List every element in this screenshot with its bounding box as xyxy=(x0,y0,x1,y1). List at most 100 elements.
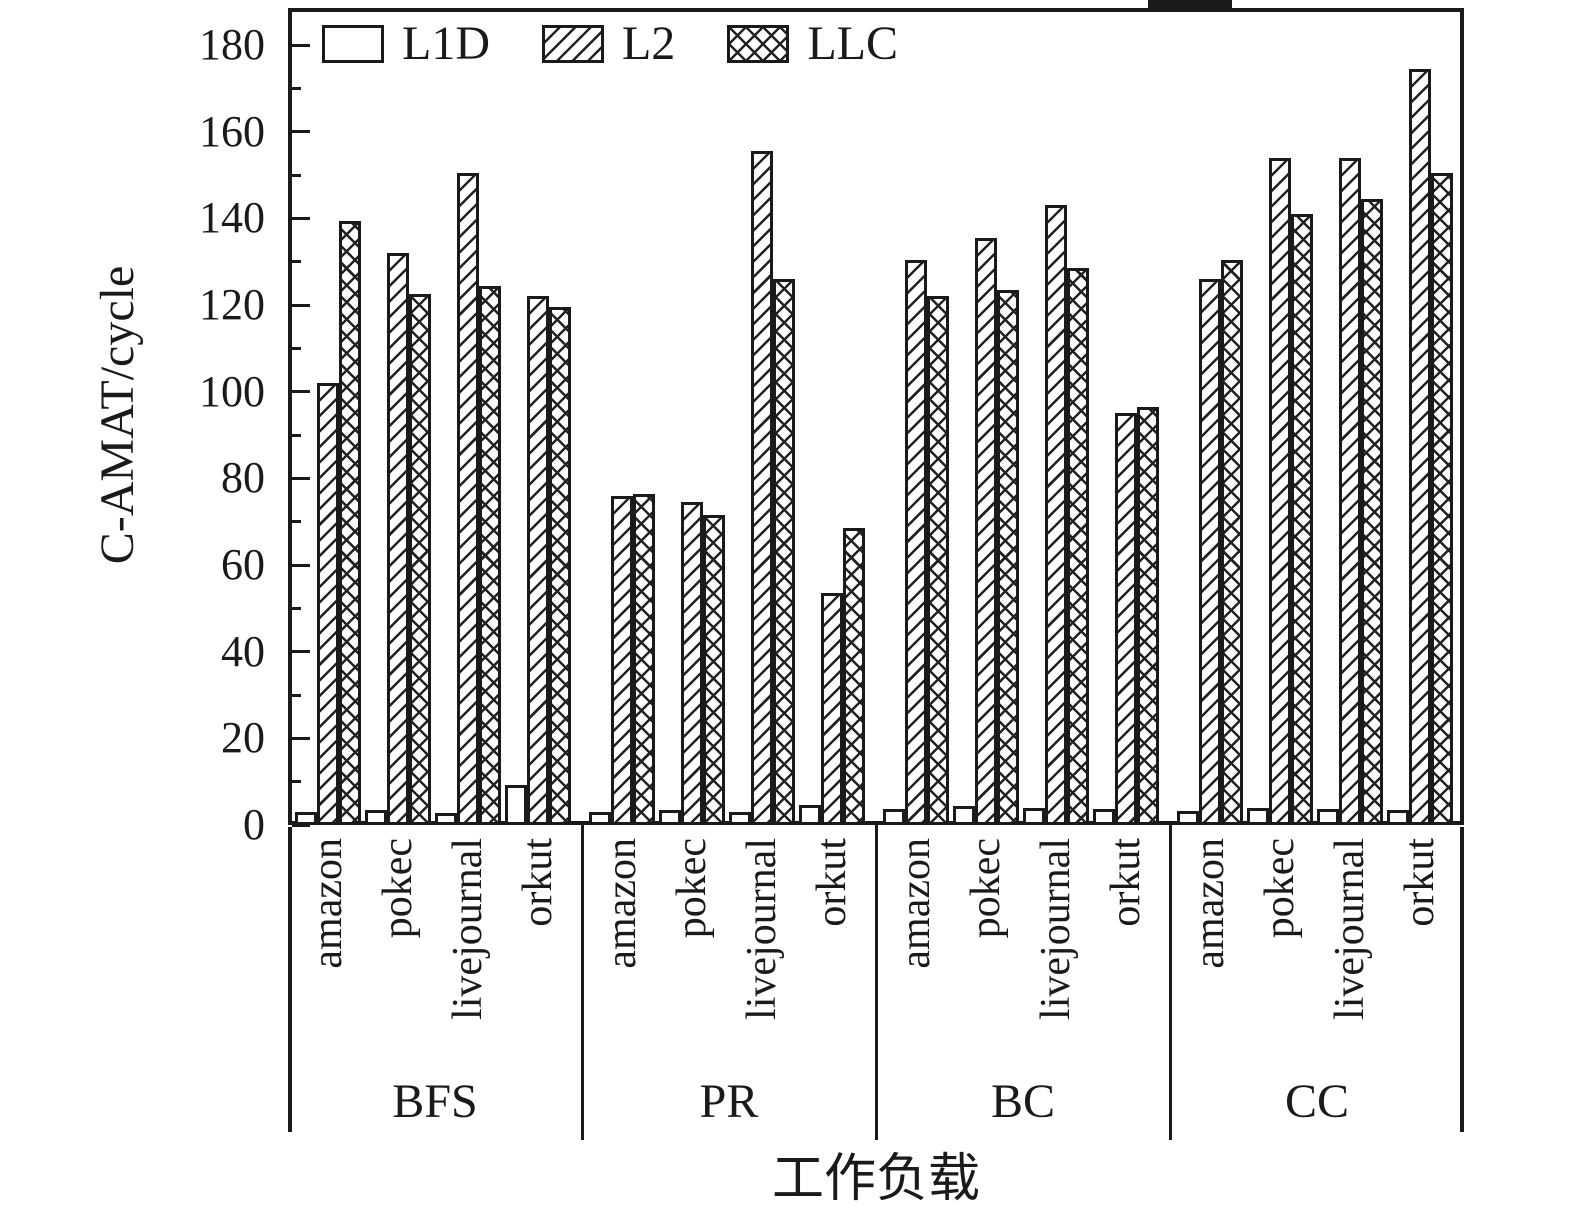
bar-BFS-pokec-L1D xyxy=(365,809,387,825)
y-major-tick xyxy=(292,476,310,480)
bar-PR-orkut-L2 xyxy=(821,593,843,825)
bar-BC-pokec-LLC xyxy=(997,289,1019,825)
bar-CC-amazon-L2 xyxy=(1199,279,1221,825)
x-category-label: pokec xyxy=(963,838,1009,939)
group-label-PR: PR xyxy=(699,1075,759,1128)
bar-BC-livejournal-L1D xyxy=(1023,808,1045,825)
y-major-tick xyxy=(292,303,310,307)
bar-BC-pokec-L2 xyxy=(975,237,997,825)
y-tick-label: 20 xyxy=(221,713,265,763)
x-category-label: pokec xyxy=(1257,838,1303,939)
y-minor-tick xyxy=(292,606,301,610)
y-major-tick xyxy=(292,216,310,220)
y-major-tick xyxy=(292,563,310,567)
y-tick-label: 80 xyxy=(221,453,265,503)
y-minor-tick xyxy=(292,780,301,784)
group-separator xyxy=(1168,825,1172,1140)
bar-PR-orkut-LLC xyxy=(843,528,865,825)
bar-BC-orkut-L2 xyxy=(1115,413,1137,825)
bar-PR-pokec-L2 xyxy=(681,502,703,825)
bar-PR-pokec-LLC xyxy=(703,515,725,825)
y-major-tick xyxy=(292,130,310,134)
label-box-right-border xyxy=(1460,827,1464,1132)
y-minor-tick xyxy=(292,433,301,437)
legend-swatch-plain xyxy=(322,25,384,63)
bar-CC-amazon-LLC xyxy=(1221,259,1243,825)
bar-BFS-livejournal-LLC xyxy=(479,285,501,825)
legend-label-l1d: L1D xyxy=(402,17,490,70)
y-tick-label: 40 xyxy=(221,626,265,676)
x-category-label: amazon xyxy=(305,838,351,969)
bar-BFS-orkut-LLC xyxy=(549,307,571,825)
x-category-label: amazon xyxy=(1187,838,1233,969)
x-category-label: livejournal xyxy=(1033,838,1079,1020)
legend-item-llc: LLC xyxy=(727,20,898,68)
bar-BC-amazon-LLC xyxy=(927,296,949,825)
bar-BFS-amazon-L1D xyxy=(295,812,317,825)
x-axis-title: 工作负载 xyxy=(771,1151,980,1208)
y-major-tick xyxy=(292,390,310,394)
bar-PR-orkut-L1D xyxy=(799,805,821,825)
x-category-label: livejournal xyxy=(445,838,491,1020)
x-category-label: orkut xyxy=(1397,838,1443,927)
legend-swatch-diagonal-hatch xyxy=(541,25,604,63)
group-label-CC: CC xyxy=(1284,1075,1350,1128)
bar-BC-amazon-L2 xyxy=(905,259,927,825)
legend-label-l2: L2 xyxy=(621,17,676,70)
x-category-label: amazon xyxy=(599,838,645,969)
y-tick-label: 180 xyxy=(199,20,265,69)
y-minor-tick xyxy=(292,86,301,90)
bar-BFS-amazon-LLC xyxy=(339,220,361,825)
y-major-tick xyxy=(292,43,310,47)
legend: L1D L2 LLC xyxy=(322,20,898,68)
y-tick-label: 160 xyxy=(199,106,265,156)
x-category-label: orkut xyxy=(809,838,855,927)
bar-BC-pokec-L1D xyxy=(953,805,975,825)
group-separator xyxy=(874,825,878,1140)
group-label-BC: BC xyxy=(990,1075,1056,1128)
x-category-label: livejournal xyxy=(739,838,785,1020)
y-minor-tick xyxy=(292,260,301,264)
x-category-label: orkut xyxy=(1103,838,1149,927)
bar-BC-livejournal-L2 xyxy=(1045,205,1067,825)
x-category-label: pokec xyxy=(375,838,421,939)
y-major-tick xyxy=(292,823,310,827)
bar-PR-amazon-LLC xyxy=(633,493,655,825)
bar-CC-pokec-L2 xyxy=(1269,157,1291,825)
legend-label-llc: LLC xyxy=(807,17,898,70)
y-tick-label: 100 xyxy=(199,366,265,416)
bar-BFS-livejournal-L1D xyxy=(435,813,457,825)
y-tick-label: 140 xyxy=(199,193,265,243)
bar-CC-livejournal-L2 xyxy=(1339,157,1361,825)
bar-CC-pokec-LLC xyxy=(1291,214,1313,825)
bar-CC-orkut-L2 xyxy=(1409,68,1431,825)
bar-PR-livejournal-L2 xyxy=(751,151,773,825)
bar-BFS-orkut-L1D xyxy=(505,785,527,825)
group-separator xyxy=(580,825,584,1140)
bar-CC-amazon-L1D xyxy=(1177,811,1199,825)
bar-CC-livejournal-LLC xyxy=(1361,198,1383,825)
y-tick-label: 0 xyxy=(243,800,265,849)
bar-CC-orkut-LLC xyxy=(1431,172,1453,825)
bar-BFS-pokec-LLC xyxy=(409,294,431,825)
bar-CC-orkut-L1D xyxy=(1387,809,1409,825)
legend-item-l2: L2 xyxy=(541,17,676,70)
y-minor-tick xyxy=(292,693,301,697)
y-minor-tick xyxy=(292,173,301,177)
y-tick-label: 120 xyxy=(199,280,265,329)
bar-BC-orkut-LLC xyxy=(1137,406,1159,825)
bar-BFS-amazon-L2 xyxy=(317,383,339,825)
bar-BFS-livejournal-L2 xyxy=(457,172,479,825)
bar-CC-pokec-L1D xyxy=(1247,807,1269,825)
bar-CC-livejournal-L1D xyxy=(1317,809,1339,825)
legend-item-l1d: L1D xyxy=(322,20,490,68)
y-major-tick xyxy=(292,650,310,654)
label-box-left-border xyxy=(288,827,292,1132)
bar-PR-livejournal-LLC xyxy=(773,279,795,825)
bar-BC-amazon-L1D xyxy=(883,808,905,825)
bar-PR-pokec-L1D xyxy=(659,809,681,825)
y-minor-tick xyxy=(292,346,301,350)
bar-BC-livejournal-LLC xyxy=(1067,268,1089,825)
bar-PR-amazon-L2 xyxy=(611,495,633,825)
